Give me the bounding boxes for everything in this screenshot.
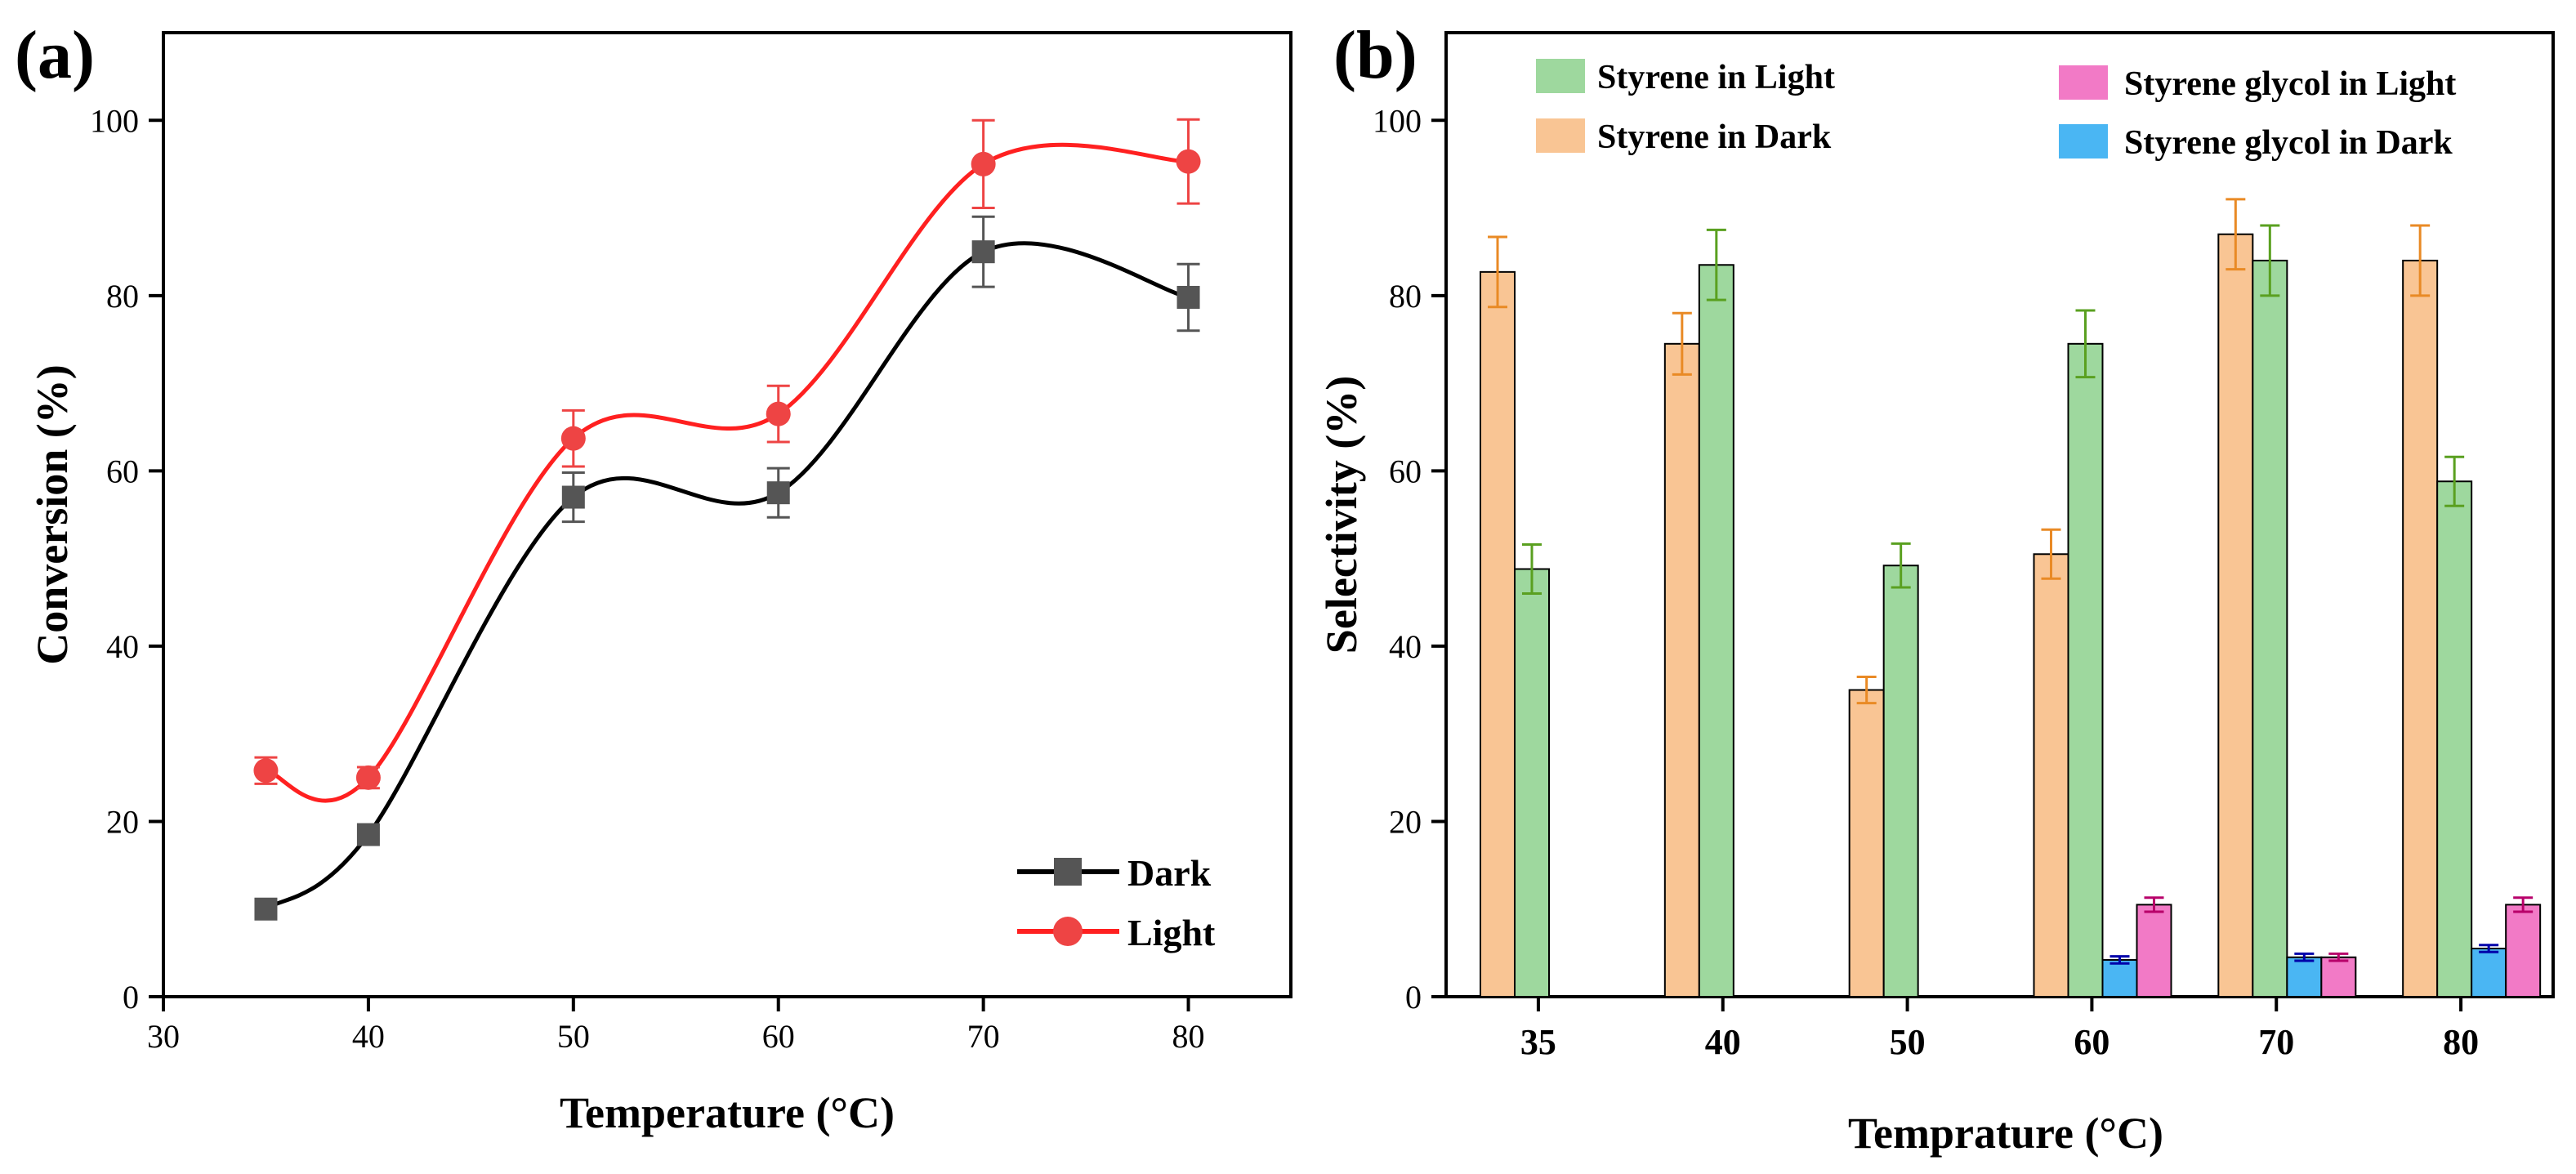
legend-glycol-light-label: Styrene glycol in Light [2124, 65, 2456, 103]
x-tick-label: 80 [2443, 1022, 2479, 1062]
panel-a-plot-frame [162, 31, 1292, 998]
panel-a-axes: 30 40 50 60 70 80 0 20 40 60 80 100 [90, 102, 1205, 1055]
bar-styrene-in-dark [1848, 689, 1885, 998]
bar-styrene-in-dark [1480, 270, 1516, 998]
panel-b: (b) 0 20 40 60 80 100 35 40 50 60 70 80 Temprature … [1317, 17, 2555, 1158]
y-tick-label: 0 [1405, 979, 1422, 1016]
panel-b-axes: 0 20 40 60 80 100 35 40 50 60 70 80 [1373, 102, 2479, 1062]
legend-glycol-dark-label: Styrene glycol in Dark [2124, 124, 2453, 162]
y-tick-label: 40 [106, 628, 139, 665]
bar-styrene-in-light [2252, 259, 2288, 998]
line-dark [264, 241, 1190, 911]
panel-a: (a) 30 40 50 60 70 80 0 20 40 60 80 100 Temperature… [15, 17, 1292, 1137]
bar-styrene-in-light [2067, 342, 2104, 998]
bar-styrene-glycol-in-light [2136, 904, 2172, 998]
x-tick-label: 70 [967, 1018, 1000, 1055]
legend-styrene-dark-label: Styrene in Dark [1597, 118, 1832, 156]
x-tick-label: 40 [352, 1018, 385, 1055]
line-light [265, 142, 1189, 803]
bar-styrene-in-light [2436, 480, 2473, 998]
bar-styrene-glycol-in-dark [2286, 956, 2323, 998]
bar-styrene-in-light [1698, 264, 1734, 998]
panel-b-bars [1480, 233, 2542, 998]
y-tick-label: 40 [1389, 628, 1422, 665]
panel-b-label: (b) [1333, 17, 1417, 93]
legend-light-marker [1053, 917, 1083, 946]
bar-styrene-in-dark [2033, 553, 2069, 998]
legend-styrene-light-swatch [1536, 59, 1585, 93]
x-tick-label: 40 [1705, 1022, 1741, 1062]
legend-glycol-light-swatch [2059, 65, 2108, 100]
data-point-light [971, 151, 996, 176]
y-tick-label: 100 [90, 102, 139, 139]
legend-light-label: Light [1127, 912, 1216, 953]
panel-a-legend: Dark Light [1017, 852, 1216, 953]
y-tick-label: 60 [1389, 453, 1422, 489]
bar-styrene-in-light [1514, 568, 1550, 998]
data-point-dark [766, 481, 790, 505]
y-tick-label: 20 [1389, 803, 1422, 840]
x-tick-label: 30 [147, 1018, 180, 1055]
x-tick-label: 35 [1520, 1022, 1556, 1062]
data-point-dark [971, 240, 995, 264]
y-tick-label: 60 [106, 453, 139, 489]
bar-styrene-glycol-in-light [2505, 904, 2542, 998]
bar-styrene-in-dark [2217, 233, 2254, 998]
data-point-light [355, 765, 381, 790]
y-tick-label: 80 [1389, 278, 1422, 315]
bar-styrene-in-light [1882, 565, 1919, 998]
panel-b-error-bars [1488, 198, 2534, 965]
x-tick-label: 50 [557, 1018, 590, 1055]
panel-a-error-bars [254, 118, 1200, 790]
legend-styrene-light-label: Styrene in Light [1597, 59, 1835, 96]
data-point-dark [1176, 285, 1200, 309]
x-tick-label: 80 [1172, 1018, 1205, 1055]
panel-a-curves [264, 142, 1190, 911]
x-tick-label: 60 [2074, 1022, 2109, 1062]
legend-styrene-dark-swatch [1536, 118, 1585, 153]
bar-styrene-in-dark [1663, 342, 1700, 998]
x-tick-label: 70 [2258, 1022, 2294, 1062]
y-tick-label: 80 [106, 278, 139, 315]
panel-a-y-axis-label: Conversion (%) [28, 364, 77, 664]
panel-a-x-axis-label: Temperature (°C) [560, 1088, 895, 1137]
bar-styrene-in-dark [2402, 259, 2439, 998]
panel-a-markers [253, 149, 1201, 921]
x-tick-label: 50 [1890, 1022, 1926, 1062]
y-tick-label: 0 [123, 979, 139, 1016]
panel-b-y-axis-label: Selectivity (%) [1317, 376, 1366, 654]
data-point-dark [356, 823, 380, 846]
legend-dark-label: Dark [1127, 852, 1212, 894]
bar-styrene-glycol-in-dark [2471, 948, 2507, 998]
bar-styrene-glycol-in-dark [2101, 958, 2138, 998]
data-point-light [253, 758, 279, 783]
data-point-light [766, 401, 791, 426]
panel-b-x-axis-label: Temprature (°C) [1848, 1109, 2163, 1158]
panel-b-plot-frame [1444, 31, 2555, 998]
data-point-light [560, 426, 586, 451]
bar-styrene-glycol-in-light [2320, 956, 2357, 998]
panel-a-label: (a) [15, 17, 95, 93]
panel-b-legend: Styrene in Light Styrene in Dark Styrene… [1536, 59, 2456, 162]
legend-glycol-dark-swatch [2059, 124, 2108, 158]
legend-dark-marker [1054, 858, 1082, 886]
x-tick-label: 60 [762, 1018, 795, 1055]
y-tick-label: 20 [106, 803, 139, 840]
data-point-light [1176, 149, 1201, 174]
data-point-dark [561, 485, 585, 509]
y-tick-label: 100 [1373, 102, 1422, 139]
data-point-dark [254, 897, 278, 921]
